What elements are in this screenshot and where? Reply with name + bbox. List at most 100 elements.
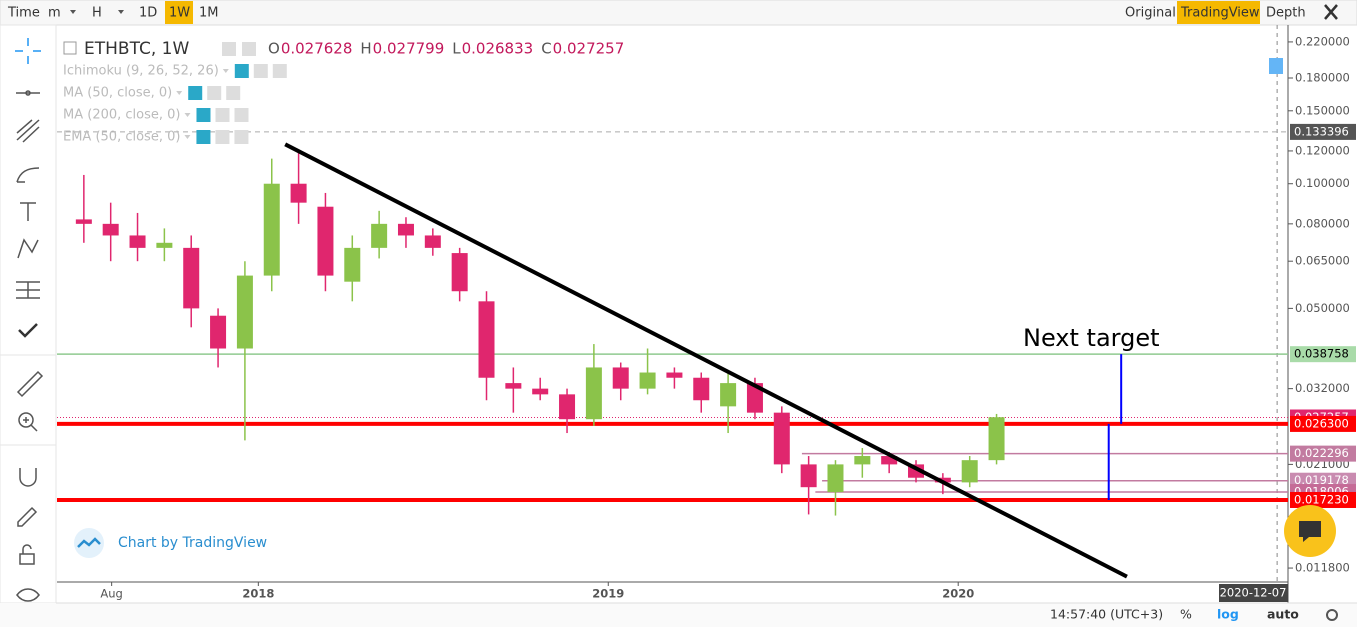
level-box <box>1290 445 1356 462</box>
candle-body <box>746 383 763 413</box>
zoom-tool-lines[interactable] <box>23 417 38 432</box>
fullscreen-icon[interactable] <box>1324 4 1338 20</box>
interval-button[interactable]: m <box>48 6 61 21</box>
candle-body <box>210 315 227 349</box>
candle-body <box>317 206 334 276</box>
indicator[interactable]: Ichimoku (9, 26, 52, 26) <box>63 64 219 79</box>
indicator-button[interactable] <box>196 130 211 144</box>
level-label: 0.017230 <box>1294 492 1349 506</box>
y-tick-label: 0.065000 <box>1295 254 1350 268</box>
dropdown-arrow <box>184 113 191 117</box>
left-toolbar <box>0 24 57 604</box>
y-tick-label: 0.032000 <box>1295 381 1350 395</box>
candle-body <box>236 275 253 349</box>
indicator-button[interactable] <box>234 64 249 78</box>
unlock-tool[interactable] <box>19 544 35 565</box>
level-box <box>1290 415 1356 432</box>
indicator-button[interactable] <box>207 86 222 100</box>
y-tick-label: 0.080000 <box>1295 216 1350 230</box>
view-button[interactable]: Original <box>1125 6 1176 21</box>
pattern-tool[interactable] <box>17 238 39 259</box>
watermark-box <box>64 527 269 559</box>
candle-body <box>263 183 280 276</box>
interval-button[interactable]: 1W <box>169 6 190 21</box>
x-tick-label: 2018 <box>242 587 274 601</box>
candle-body <box>424 235 441 248</box>
top-toolbar <box>0 0 1357 26</box>
candle-body <box>881 456 898 465</box>
indicator-button[interactable] <box>234 108 249 122</box>
ohlc-key: O <box>268 40 280 58</box>
ohlc-key: H <box>360 40 371 58</box>
indicator-button[interactable] <box>234 130 249 144</box>
magnet-tool[interactable] <box>19 468 37 487</box>
indicator-button[interactable] <box>215 130 230 144</box>
prediction-tool[interactable] <box>16 281 40 299</box>
x-tick-label: 2019 <box>592 587 624 601</box>
status-auto[interactable]: auto <box>1267 607 1299 622</box>
check-tool[interactable] <box>18 323 38 338</box>
candle-body <box>639 372 656 389</box>
indicator[interactable]: MA (200, close, 0) <box>63 108 180 123</box>
chat-icon <box>1299 521 1321 542</box>
status-bar <box>0 603 1357 627</box>
watermark-text[interactable]: Chart by TradingView <box>118 535 267 551</box>
status-time[interactable]: 14:57:40 (UTC+3) <box>1050 607 1163 622</box>
drawing-tools <box>15 38 44 602</box>
candle-body <box>505 383 522 389</box>
y-tick-label: 0.100000 <box>1295 176 1350 190</box>
indicator-button[interactable] <box>253 64 268 78</box>
candle-body <box>585 367 602 420</box>
x-tick-label: Aug <box>100 587 122 601</box>
x-tick-label: 2020 <box>942 587 974 601</box>
text-tool[interactable] <box>20 202 36 221</box>
settings-icon[interactable] <box>1326 609 1338 621</box>
crosshair-tool[interactable] <box>15 38 41 64</box>
trendline <box>284 142 1128 579</box>
candle-body <box>773 412 790 465</box>
candle-body <box>800 464 817 488</box>
y-tick-label: 0.220000 <box>1295 34 1350 48</box>
dropdown-arrow <box>70 10 76 14</box>
ohlc-key: C <box>541 40 551 58</box>
candle-body <box>397 223 414 236</box>
indicator[interactable]: EMA (50, close, 0) <box>63 130 180 145</box>
zoom-tool[interactable] <box>18 412 34 428</box>
candle-body <box>559 394 576 420</box>
ruler-tool[interactable] <box>16 370 44 398</box>
interval-button[interactable]: 1D <box>139 6 157 21</box>
level-box <box>1290 123 1356 140</box>
visibility-tool[interactable] <box>16 588 40 602</box>
indicator-button[interactable] <box>188 86 203 100</box>
view-active <box>1177 1 1260 24</box>
indicator[interactable]: MA (50, close, 0) <box>63 86 172 101</box>
scroll-button[interactable] <box>1269 58 1283 74</box>
view-button[interactable]: Depth <box>1266 6 1306 21</box>
indicator-button[interactable] <box>272 64 287 78</box>
indicator-button[interactable] <box>226 86 241 100</box>
interval-button[interactable]: 1M <box>199 6 219 21</box>
level-label: 0.133396 <box>1294 124 1349 138</box>
dropdown-arrow <box>176 91 183 95</box>
interval-button[interactable]: Time <box>7 6 40 21</box>
lock-draw-tool[interactable] <box>17 506 38 527</box>
view-button[interactable]: TradingView <box>1180 6 1260 21</box>
indicator-button[interactable] <box>196 108 211 122</box>
fib-tool[interactable] <box>16 119 40 143</box>
watermark-logo <box>74 528 104 558</box>
candle-body <box>666 372 683 378</box>
dropdown-arrow <box>184 135 191 139</box>
candle-body <box>988 417 1005 461</box>
candle-body <box>854 456 871 465</box>
candle-body <box>75 219 92 224</box>
status-log[interactable]: log <box>1217 607 1239 622</box>
interval-button[interactable]: H <box>92 6 102 21</box>
brush-tool[interactable] <box>16 167 40 183</box>
line-tool[interactable] <box>16 90 40 96</box>
indicator-button[interactable] <box>215 108 230 122</box>
status-percent[interactable]: % <box>1180 607 1192 622</box>
crosshair-label: 2020-12-07 <box>1220 586 1287 600</box>
